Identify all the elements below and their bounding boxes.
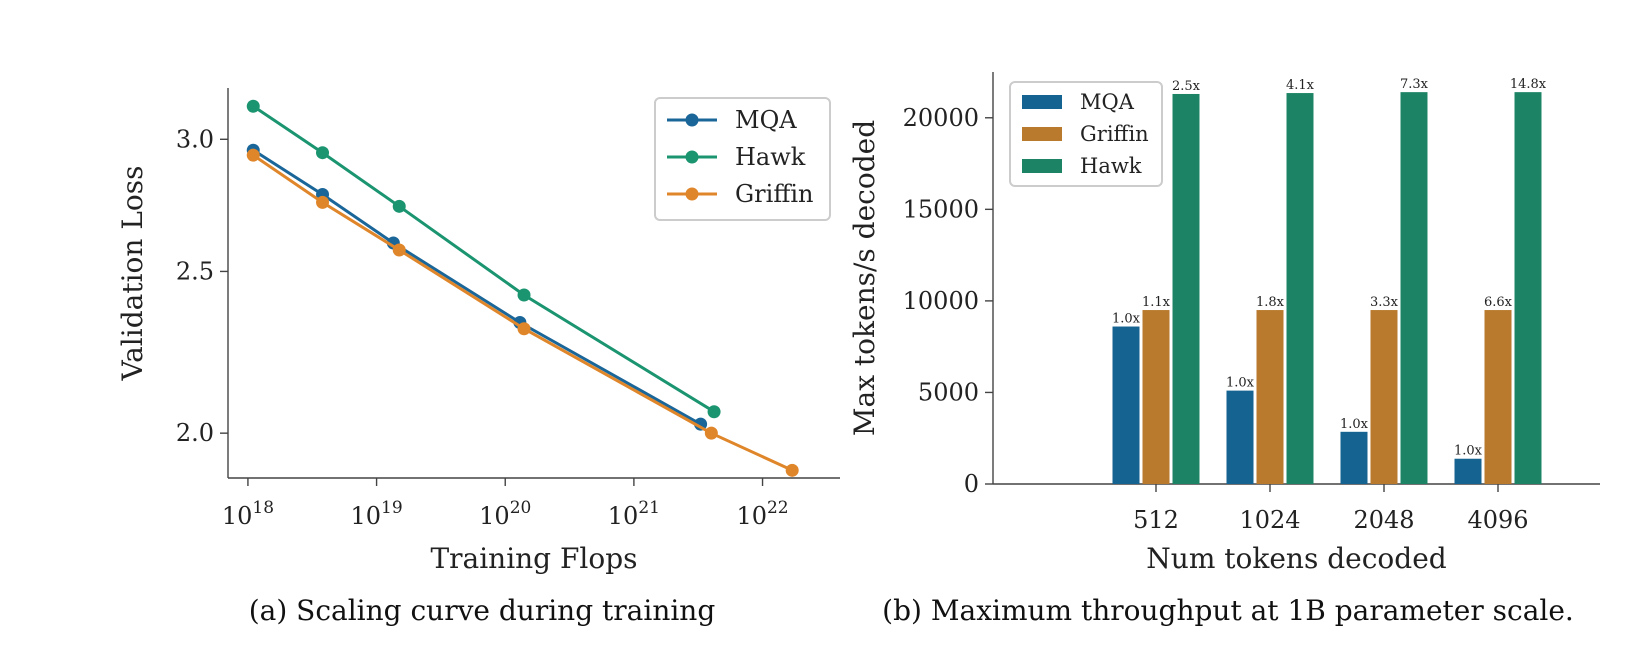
x-tick-label: 512 [1133, 506, 1179, 534]
scaling-curve-x-axis-title: Training Flops [430, 542, 637, 575]
bar-data-label: 1.0x [1340, 417, 1369, 432]
throughput-caption: (b) Maximum throughput at 1B parameter s… [882, 594, 1574, 627]
data-point-hawk [517, 288, 531, 302]
bar-data-label: 6.6x [1484, 295, 1513, 310]
throughput-chart: 0 5000 10000 15000 20000 512 1024 2048 4096 1.0x… [848, 72, 1600, 627]
bar-data-label: 1.0x [1112, 312, 1141, 327]
y-tick-label: 0 [964, 470, 979, 498]
y-tick-label: 2.5 [176, 257, 214, 285]
legend-swatch [1022, 127, 1062, 141]
bar-data-label: 1.0x [1226, 376, 1255, 391]
series-hawk [246, 99, 721, 419]
data-point-griffin [392, 243, 406, 257]
x-tick-label: 1020 [479, 498, 531, 530]
x-tick-base: 10 [608, 502, 639, 530]
bar-data-label: 7.3x [1400, 77, 1429, 92]
x-tick-label: 1022 [736, 498, 788, 530]
bar-griffin [1484, 310, 1512, 484]
legend-label: Hawk [1080, 154, 1142, 178]
bar-data-label: 2.5x [1172, 79, 1201, 94]
bar-hawk [1400, 92, 1428, 485]
data-point-griffin [316, 195, 330, 209]
data-point-hawk [392, 199, 406, 213]
x-tick-base: 10 [479, 502, 510, 530]
x-tick-base: 10 [736, 502, 767, 530]
legend-label: MQA [1080, 90, 1135, 114]
bar-mqa [1340, 431, 1368, 484]
bar-data-label: 3.3x [1370, 295, 1399, 310]
bar-griffin [1142, 310, 1170, 484]
bar-mqa [1454, 458, 1482, 484]
x-tick-exponent: 22 [767, 498, 789, 518]
data-point-griffin [246, 148, 260, 162]
bar-griffin [1256, 310, 1284, 484]
x-tick-label: 4096 [1467, 506, 1528, 534]
y-tick-label: 2.0 [176, 419, 214, 447]
bar-hawk [1286, 93, 1314, 485]
scaling-curve-caption: (a) Scaling curve during training [249, 594, 716, 627]
legend-marker [685, 150, 699, 164]
x-tick-exponent: 21 [638, 498, 660, 518]
legend-swatch [1022, 95, 1062, 109]
bar-griffin [1370, 310, 1398, 484]
legend-label: MQA [735, 106, 797, 134]
bar-data-label: 1.0x [1454, 444, 1483, 459]
x-tick-label: 1018 [222, 498, 274, 530]
throughput-axes: 0 5000 10000 15000 20000 512 1024 2048 4096 [903, 72, 1600, 534]
data-point-hawk [246, 99, 260, 113]
x-tick-base: 10 [350, 502, 381, 530]
y-tick-label: 15000 [903, 195, 979, 223]
y-tick-label: 20000 [903, 104, 979, 132]
bar-data-label: 4.1x [1286, 78, 1315, 93]
throughput-legend: MQA Griffin Hawk [1009, 81, 1163, 187]
throughput-y-axis-title: Max tokens/s decoded [848, 120, 881, 436]
scaling-curve-legend: MQA Hawk Griffin [654, 97, 831, 221]
legend-marker [685, 113, 699, 127]
throughput-bars: 1.0x1.1x2.5x1.0x1.8x4.1x1.0x3.3x7.3x1.0x… [1112, 77, 1547, 485]
x-tick-label: 1024 [1239, 506, 1300, 534]
x-tick-exponent: 18 [252, 498, 274, 518]
y-tick-label: 5000 [918, 378, 979, 406]
data-point-hawk [707, 405, 721, 419]
bar-hawk [1172, 93, 1200, 485]
x-tick-exponent: 20 [510, 498, 532, 518]
data-point-griffin [704, 426, 718, 440]
series-griffin [246, 148, 799, 477]
x-tick-exponent: 19 [381, 498, 403, 518]
bar-hawk [1514, 92, 1542, 485]
legend-swatch [1022, 159, 1062, 173]
y-tick-label: 10000 [903, 287, 979, 315]
bar-data-label: 1.8x [1256, 295, 1285, 310]
scaling-curve-y-axis-title: Validation Loss [116, 165, 149, 381]
series-mqa [246, 143, 708, 431]
x-tick-base: 10 [222, 502, 253, 530]
scaling-curve-series [246, 99, 799, 477]
legend-box [654, 97, 831, 221]
data-point-hawk [316, 146, 330, 160]
series-line-griffin [252, 153, 793, 472]
bar-mqa [1226, 390, 1254, 484]
legend-label: Hawk [735, 143, 806, 171]
bar-data-label: 14.8x [1510, 77, 1547, 92]
legend-marker [685, 187, 699, 201]
x-tick-label: 2048 [1353, 506, 1414, 534]
bar-mqa [1112, 326, 1140, 484]
data-point-griffin [517, 322, 531, 336]
throughput-x-axis-title: Num tokens decoded [1146, 542, 1446, 575]
legend-label: Griffin [735, 180, 814, 208]
x-tick-label: 1019 [350, 498, 402, 530]
x-tick-label: 1021 [608, 498, 660, 530]
legend-label: Griffin [1080, 122, 1149, 146]
y-tick-label: 3.0 [176, 125, 214, 153]
bar-data-label: 1.1x [1142, 295, 1171, 310]
data-point-griffin [785, 463, 799, 477]
